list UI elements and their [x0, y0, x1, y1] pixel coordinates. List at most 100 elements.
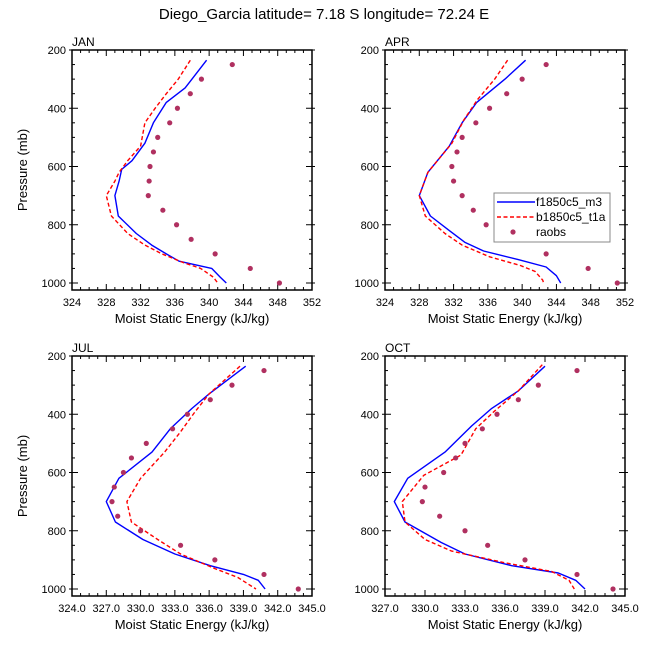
- panel-title: JUL: [72, 341, 94, 355]
- raobs-point: [441, 469, 447, 476]
- panel-title: JAN: [72, 35, 95, 49]
- raobs-point: [109, 499, 115, 505]
- x-tick-label: 344: [234, 297, 252, 309]
- raobs-point: [454, 149, 460, 155]
- y-tick-label: 400: [48, 103, 66, 115]
- raobs-point: [449, 163, 455, 170]
- raobs-point: [522, 557, 528, 563]
- x-tick-label: 324.0: [58, 603, 86, 615]
- raobs-point: [419, 499, 425, 505]
- y-tick-label: 600: [48, 162, 66, 174]
- x-tick-label: 327.0: [371, 603, 399, 615]
- y-tick-label: 1000: [355, 278, 379, 290]
- x-tick-label: 340: [200, 297, 218, 309]
- legend-label: raobs: [536, 225, 566, 239]
- raobs-point: [160, 207, 166, 213]
- raobs-point: [574, 367, 580, 374]
- series-line-f1850c5-m3: [114, 59, 227, 284]
- raobs-point: [535, 382, 541, 388]
- raobs-point: [295, 586, 301, 592]
- raobs-point: [150, 149, 157, 155]
- raobs-point: [169, 426, 176, 432]
- legend-label: b1850c5_t1a: [536, 210, 606, 224]
- plot-frame: [71, 49, 313, 291]
- raobs-point: [229, 61, 235, 68]
- x-tick-label: 340: [513, 297, 531, 309]
- raobs-point: [453, 455, 459, 461]
- y-tick-label: 600: [361, 468, 379, 480]
- raobs-point: [473, 120, 479, 126]
- x-tick-label: 333.0: [161, 603, 189, 615]
- raobs-point: [486, 105, 493, 111]
- x-tick-label: 332: [444, 297, 462, 309]
- x-axis-label: Moist Static Energy (kJ/kg): [428, 311, 583, 326]
- panel-oct: OCT 327.0 330.0 333.0 336.0 339.0 342.0 345.0 20…: [355, 341, 639, 632]
- series-line-b1850c5-t1a: [401, 364, 575, 590]
- raobs-point: [120, 469, 127, 476]
- y-axis-label: Pressure (mb): [15, 129, 30, 211]
- x-tick-label: 339.0: [230, 603, 258, 615]
- x-tick-label: 344: [547, 297, 565, 309]
- y-tick-label: 400: [361, 409, 379, 421]
- raobs-point: [147, 163, 153, 170]
- x-tick-label: 324: [63, 297, 81, 309]
- x-tick-label: 336.0: [195, 603, 223, 615]
- plot-frame: [384, 355, 626, 597]
- x-tick-label: 345.0: [611, 603, 639, 615]
- raobs-point: [115, 513, 121, 519]
- raobs-point: [437, 513, 443, 519]
- x-axis-label: Moist Static Energy (kJ/kg): [428, 617, 583, 632]
- x-tick-label: 336: [479, 297, 497, 309]
- x-tick-label: 324: [376, 297, 394, 309]
- raobs-point: [450, 178, 457, 184]
- raobs-point: [174, 105, 181, 111]
- raobs-point: [610, 586, 616, 592]
- panel-title: APR: [385, 35, 410, 49]
- raobs-point: [198, 76, 205, 82]
- legend-label: f1850c5_m3: [536, 195, 602, 209]
- raobs-point: [143, 440, 149, 446]
- series-line-f1850c5-m3: [418, 59, 562, 284]
- raobs-point: [485, 542, 491, 548]
- y-tick-label: 1000: [42, 584, 66, 596]
- raobs-point: [146, 178, 152, 184]
- y-tick-label: 200: [361, 45, 379, 57]
- y-tick-label: 800: [48, 220, 66, 232]
- x-tick-label: 348: [269, 297, 287, 309]
- raobs-point: [574, 571, 580, 578]
- x-tick-label: 342.0: [264, 603, 292, 615]
- x-tick-label: 345.0: [298, 603, 326, 615]
- x-tick-label: 352: [616, 297, 634, 309]
- figure-title: Diego_Garcia latitude= 7.18 S longitude=…: [158, 6, 490, 23]
- y-tick-label: 400: [361, 103, 379, 115]
- x-axis-label: Moist Static Energy (kJ/kg): [115, 311, 270, 326]
- x-tick-label: 348: [582, 297, 600, 309]
- y-axis-label: Pressure (mb): [15, 435, 30, 517]
- x-tick-label: 328: [410, 297, 428, 309]
- series-line-b1850c5-t1a: [418, 59, 545, 284]
- raobs-point: [137, 528, 144, 534]
- raobs-point: [543, 61, 549, 68]
- raobs-point: [207, 397, 213, 403]
- raobs-point: [462, 440, 468, 446]
- series-line-f1850c5-m3: [105, 365, 266, 590]
- raobs-point: [462, 528, 468, 534]
- panel-title: OCT: [385, 341, 411, 355]
- raobs-point: [184, 411, 191, 417]
- raobs-point: [470, 207, 476, 213]
- series-line-b1850c5-t1a: [105, 59, 219, 284]
- legend-marker: [510, 229, 516, 235]
- x-tick-label: 342.0: [571, 603, 599, 615]
- y-tick-label: 800: [361, 220, 379, 232]
- raobs-point: [515, 397, 521, 403]
- panel-jul: JUL 324.0 327.0 330.0 333.0 336.0 339.0 342.0 34…: [15, 341, 326, 632]
- y-tick-label: 600: [48, 468, 66, 480]
- x-axis-label: Moist Static Energy (kJ/kg): [115, 617, 270, 632]
- raobs-point: [494, 411, 500, 417]
- raobs-point: [504, 91, 510, 97]
- y-tick-label: 800: [361, 526, 379, 538]
- raobs-point: [212, 251, 218, 257]
- y-tick-label: 200: [361, 351, 379, 363]
- x-tick-label: 336.0: [491, 603, 519, 615]
- y-tick-label: 600: [361, 162, 379, 174]
